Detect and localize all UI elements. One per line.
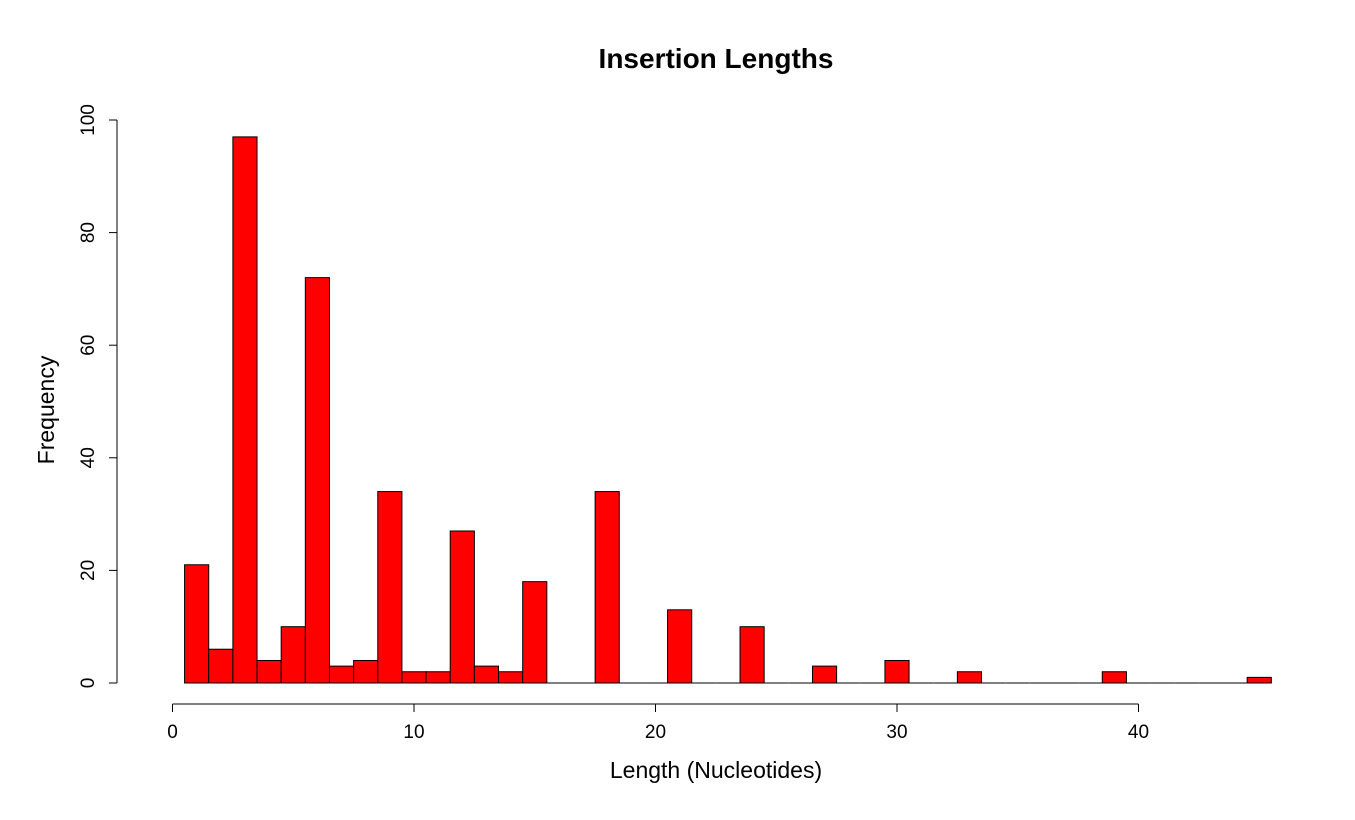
y-tick-label: 0	[78, 678, 99, 689]
x-axis: 0 10 20 30 40	[167, 703, 1149, 743]
x-tick-label: 40	[1128, 722, 1149, 743]
bars-group	[184, 136, 1272, 684]
x-tick-label: 0	[167, 722, 178, 743]
histogram-bar	[328, 665, 355, 684]
y-axis-label: Frequency	[33, 355, 59, 464]
histogram-bar	[449, 530, 475, 684]
x-tick-label: 30	[886, 722, 907, 743]
histogram-bar	[498, 671, 524, 684]
histogram-bar	[425, 671, 451, 684]
x-tick-label: 10	[403, 722, 424, 743]
y-tick-label: 40	[78, 447, 99, 468]
histogram-bar	[811, 665, 838, 684]
chart-title: Insertion Lengths	[599, 43, 834, 74]
histogram-bar	[280, 626, 306, 684]
histogram-bar	[1246, 676, 1272, 684]
x-tick-label: 20	[645, 722, 666, 743]
histogram-bar	[884, 659, 910, 684]
histogram-bar	[956, 671, 983, 684]
x-axis-label: Length (Nucleotides)	[610, 757, 822, 783]
histogram-bar	[473, 665, 500, 684]
histogram-bar	[1101, 671, 1127, 684]
histogram-bar	[667, 609, 693, 684]
histogram-bar	[594, 491, 620, 684]
histogram-bar	[256, 659, 282, 684]
y-axis: 0 20 40 60 80 100	[78, 104, 118, 689]
histogram-bar	[353, 659, 379, 684]
histogram-bar	[377, 491, 403, 684]
histogram-bar	[208, 648, 234, 684]
y-tick-label: 80	[78, 222, 99, 243]
histogram-bar	[401, 671, 427, 684]
histogram-bar	[232, 136, 258, 684]
y-tick-label: 100	[78, 104, 99, 136]
histogram-bar	[522, 581, 548, 684]
histogram-bar	[739, 626, 765, 684]
y-tick-label: 60	[78, 335, 99, 356]
histogram-bar	[304, 277, 330, 684]
y-tick-label: 20	[78, 560, 99, 581]
histogram-bar	[184, 564, 210, 684]
